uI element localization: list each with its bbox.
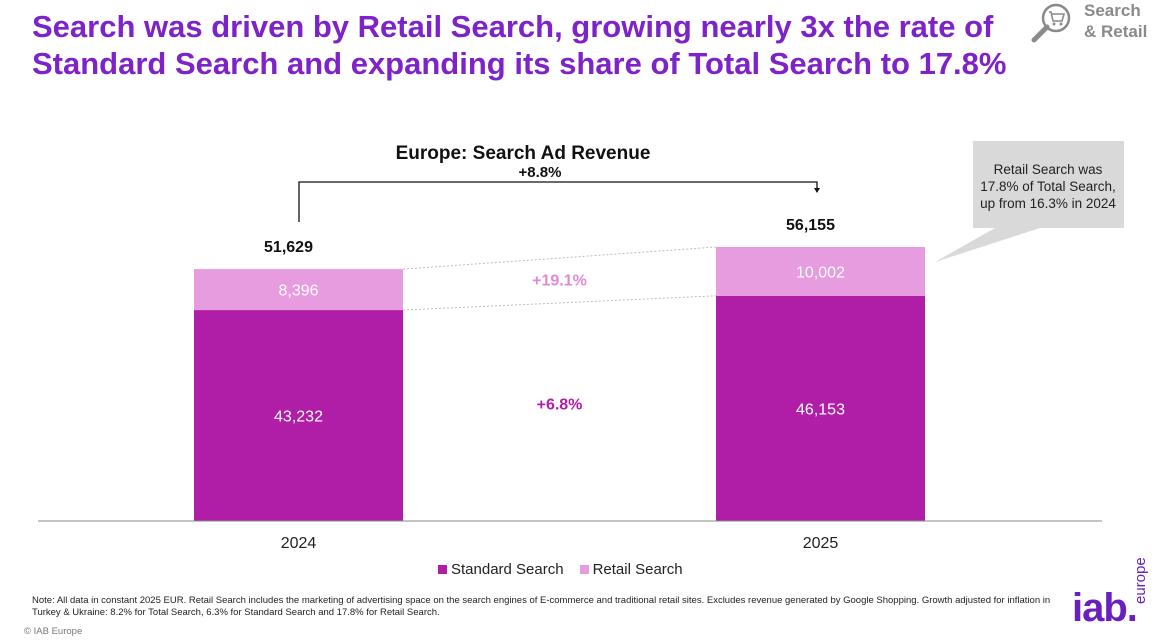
section-badge: Search & Retail [1028,0,1174,46]
legend-label-retail: Retail Search [592,561,683,578]
bar-standard-search-2024 [194,310,403,521]
total-label-2024: 51,629 [264,239,313,256]
growth-label-total: +8.8% [519,164,562,181]
category-label-2025: 2025 [803,535,839,552]
data-label-retail-search-2025: 10,002 [796,264,845,281]
badge-line-1: Search [1084,1,1141,20]
logo-main-text: iab. [1072,586,1138,630]
legend-label-standard: Standard Search [451,561,564,578]
legend-swatch-standard [438,565,447,574]
legend-swatch-retail [579,565,589,574]
growth-label-standard: +6.8% [537,397,583,414]
total-label-2025: 56,155 [786,217,835,234]
data-label-standard-search-2024: 43,232 [274,409,323,426]
bracket-arrowhead [814,188,820,193]
slide-headline: Search was driven by Retail Search, grow… [32,9,1007,81]
magnifier-cart-icon [1031,3,1071,43]
total-growth-bracket [298,181,818,222]
growth-label-retail: +19.1% [532,272,587,289]
callout-text: Retail Search was 17.8% of Total Search,… [980,161,1116,211]
badge-line-2: & Retail [1084,22,1148,41]
legend-item-retail: Retail Search [579,561,683,578]
bar-retail-search-2024 [194,269,403,311]
data-label-standard-search-2025: 46,153 [796,401,845,418]
legend-item-standard: Standard Search [438,561,564,578]
chart-legend: Standard Search Retail Search [438,561,683,578]
data-label-retail-search-2024: 8,396 [278,283,318,300]
footnote: Note: All data in constant 2025 EUR. Ret… [32,595,1051,618]
connector-bottom [402,295,717,311]
bar-retail-search-2025 [716,247,925,296]
badge-label: Search & Retail [1084,0,1147,42]
bar-standard-search-2025 [716,295,925,521]
logo-sub-text: europe [1132,557,1149,604]
copyright: © IAB Europe [24,626,83,637]
category-label-2024: 2024 [281,535,317,552]
connector-top [402,246,717,270]
iab-europe-logo: iab. europe [1072,557,1172,640]
chart-title: Europe: Search Ad Revenue [396,143,651,164]
